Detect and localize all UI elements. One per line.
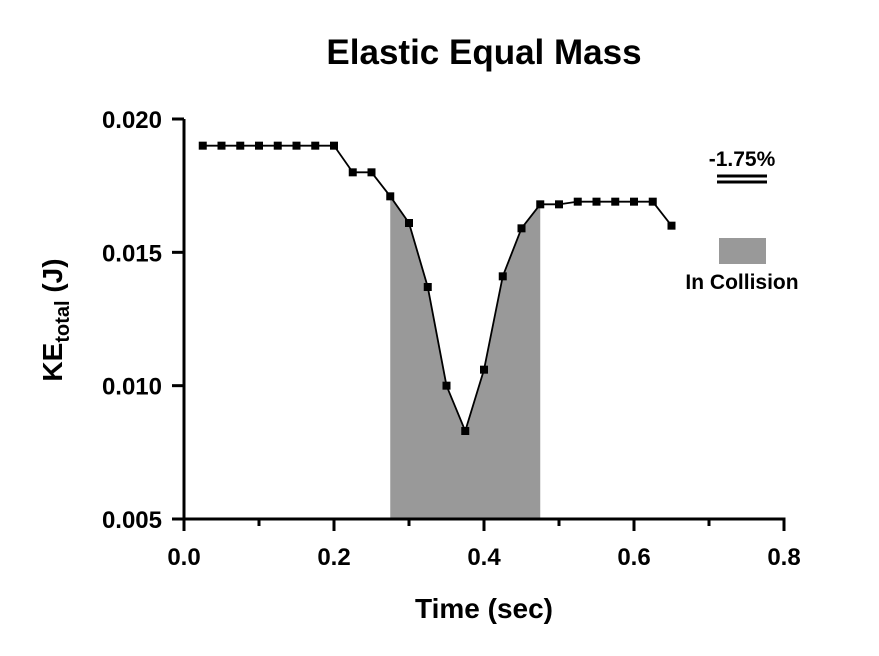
- legend-collision-label: In Collision: [685, 271, 798, 294]
- x-tick-label: 0.6: [617, 544, 650, 571]
- data-point: [630, 197, 638, 206]
- data-point: [648, 197, 657, 206]
- data-point: [423, 283, 432, 291]
- data-point: [573, 197, 582, 206]
- x-tick-label: 0.8: [767, 544, 800, 571]
- data-point: [611, 197, 620, 206]
- data-point: [236, 141, 245, 150]
- chart-title: Elastic Equal Mass: [326, 33, 641, 72]
- data-point: [348, 168, 357, 177]
- x-tick-label: 0.0: [167, 544, 200, 571]
- data-point: [405, 219, 413, 227]
- data-point: [330, 141, 338, 150]
- data-point: [461, 427, 470, 435]
- data-point: [273, 141, 282, 150]
- y-tick-label: 0.020: [102, 107, 162, 134]
- x-tick-label: 0.2: [317, 544, 350, 571]
- y-axis-label-main: KE: [37, 343, 68, 382]
- legend-percent-label: -1.75%: [709, 148, 776, 171]
- data-point: [311, 141, 320, 150]
- data-point: [536, 200, 545, 209]
- x-tick-label: 0.4: [467, 544, 501, 571]
- data-point: [667, 221, 676, 230]
- data-point: [255, 141, 263, 150]
- data-point: [555, 200, 563, 209]
- data-point: [198, 141, 207, 150]
- legend-collision-swatch: [719, 238, 766, 264]
- plot-area: 0.0 0.2 0.4 0.6 0.8 0.005 0.010 0.015 0.020: [102, 107, 801, 571]
- y-axis-label: KEtotal (J): [37, 258, 74, 381]
- y-tick-label: 0.010: [102, 374, 162, 401]
- collision-region: [390, 196, 541, 520]
- data-point: [517, 224, 526, 233]
- x-axis-label: Time (sec): [415, 593, 553, 624]
- data-point: [292, 141, 301, 150]
- data-point: [386, 192, 395, 201]
- data-point: [480, 365, 488, 374]
- y-tick-label: 0.005: [102, 507, 162, 534]
- data-point: [592, 197, 601, 206]
- data-point: [217, 141, 226, 150]
- legend: -1.75% In Collision: [685, 148, 798, 294]
- y-tick-label: 0.015: [102, 240, 162, 267]
- data-point: [498, 272, 507, 281]
- data-point: [367, 168, 376, 177]
- data-point: [442, 381, 451, 390]
- y-axis-label-unit: (J): [37, 258, 68, 300]
- y-axis-label-subscript: total: [52, 300, 74, 342]
